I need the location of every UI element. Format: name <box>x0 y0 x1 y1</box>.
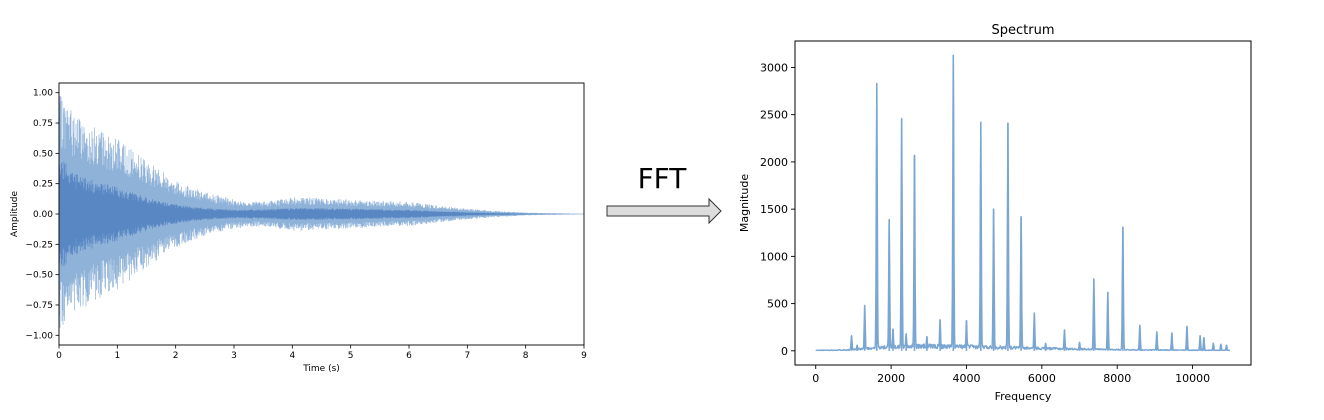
y-tick-label: 3000 <box>760 61 788 74</box>
x-axis-label: Time (s) <box>302 364 340 374</box>
x-tick-label: 2 <box>173 351 179 361</box>
y-tick-label: 2000 <box>760 156 788 169</box>
y-tick-label: 0.00 <box>33 210 53 220</box>
x-tick-label: 4 <box>289 351 295 361</box>
y-tick-label: 1000 <box>760 250 788 263</box>
x-tick-label: 6000 <box>1028 372 1056 385</box>
fft-label: FFT <box>637 162 687 195</box>
y-tick-label: −1.00 <box>25 331 53 341</box>
y-tick-label: 1500 <box>760 203 788 216</box>
y-tick-label: 2500 <box>760 109 788 122</box>
x-tick-label: 8000 <box>1103 372 1131 385</box>
y-tick-label: −0.50 <box>25 271 53 281</box>
fft-arrow <box>606 197 722 225</box>
spectrum-line <box>815 54 1231 352</box>
y-tick-label: −0.25 <box>25 240 53 250</box>
y-tick-label: 0.25 <box>33 180 53 190</box>
x-tick-label: 1 <box>114 351 120 361</box>
x-tick-label: 0 <box>812 372 819 385</box>
spectrum-plot: 0 2000 4000 6000 8000 10000 0 500 1000 1500 2000 25… <box>738 23 1252 403</box>
x-axis-label: Frequency <box>995 390 1052 403</box>
y-tick-label: 1.00 <box>33 89 53 99</box>
y-axis-label: Amplitude <box>10 190 20 237</box>
y-tick-label: 0 <box>781 345 788 358</box>
x-tick-label: 5 <box>348 351 354 361</box>
y-tick-label: −0.75 <box>25 301 53 311</box>
waveform-plot: 0 1 2 3 4 5 6 7 8 9 1.00 0.75 0.50 0.25 0.00 −0.25 −0.50… <box>10 82 587 374</box>
x-tick-label: 8 <box>523 351 529 361</box>
y-tick-label: 0.75 <box>33 119 53 129</box>
x-tick-label: 2000 <box>877 372 905 385</box>
right-arrow-icon <box>606 197 722 225</box>
chart-title: Spectrum <box>992 23 1055 38</box>
y-tick-label: 500 <box>767 298 788 311</box>
x-tick-label: 6 <box>406 351 412 361</box>
x-tick-label: 10000 <box>1175 372 1210 385</box>
x-tick-label: 4000 <box>952 372 980 385</box>
y-tick-label: 0.50 <box>33 149 53 159</box>
y-axis-label: Magnitude <box>738 174 751 233</box>
spectrum-axes-frame <box>794 40 1252 366</box>
x-tick-label: 3 <box>231 351 237 361</box>
x-tick-label: 7 <box>464 351 470 361</box>
x-tick-label: 0 <box>56 351 62 361</box>
x-tick-label: 9 <box>581 351 587 361</box>
